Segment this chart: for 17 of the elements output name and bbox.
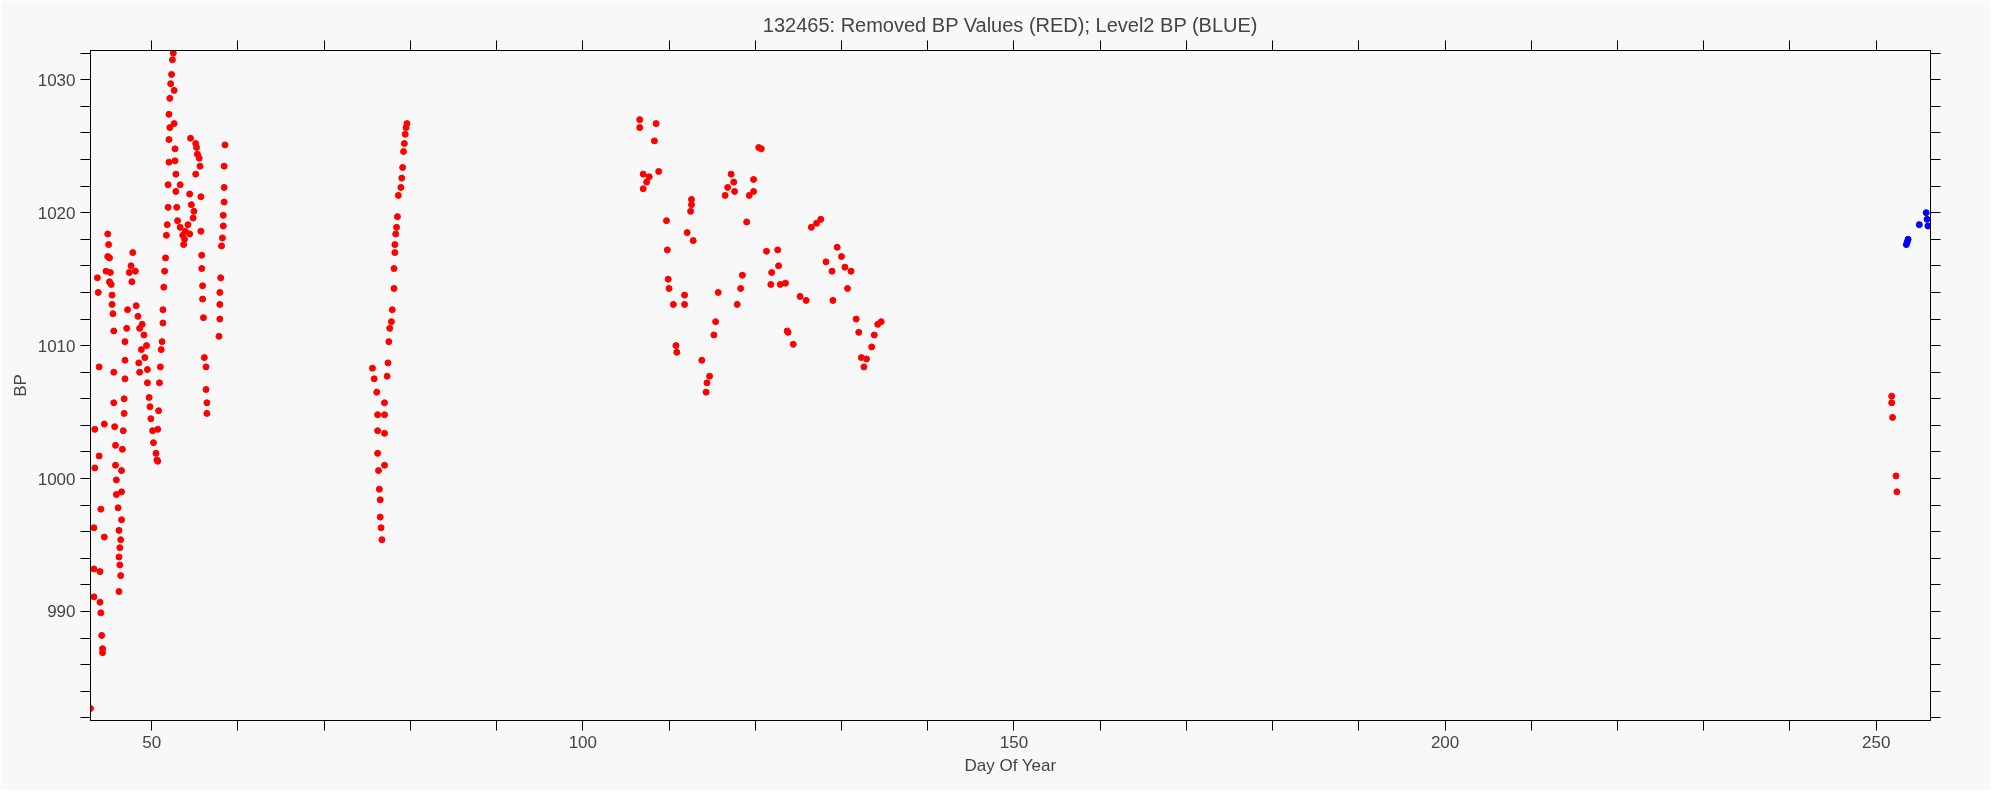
y-axis-title: BP <box>10 374 30 397</box>
x-axis-title: Day Of Year <box>964 755 1057 775</box>
x-tick-label: 200 <box>1430 732 1460 752</box>
x-tick-label: 50 <box>142 732 162 752</box>
chart-title: 132465: Removed BP Values (RED); Level2 BP (BLUE) <box>762 13 1258 36</box>
y-tick-label: 990 <box>47 602 76 622</box>
y-tick-label: 1020 <box>37 203 76 223</box>
point <box>1922 209 1930 217</box>
y-tick-label: 1000 <box>37 469 76 489</box>
x-tick-label: 250 <box>1862 732 1891 752</box>
x-tick-label: 150 <box>999 732 1029 752</box>
point <box>1915 221 1923 229</box>
point <box>1924 222 1931 230</box>
y-tick-label: 1010 <box>37 336 76 356</box>
point <box>1923 215 1931 223</box>
x-tick-label: 100 <box>568 732 598 752</box>
y-tick-label: 1030 <box>37 70 76 90</box>
